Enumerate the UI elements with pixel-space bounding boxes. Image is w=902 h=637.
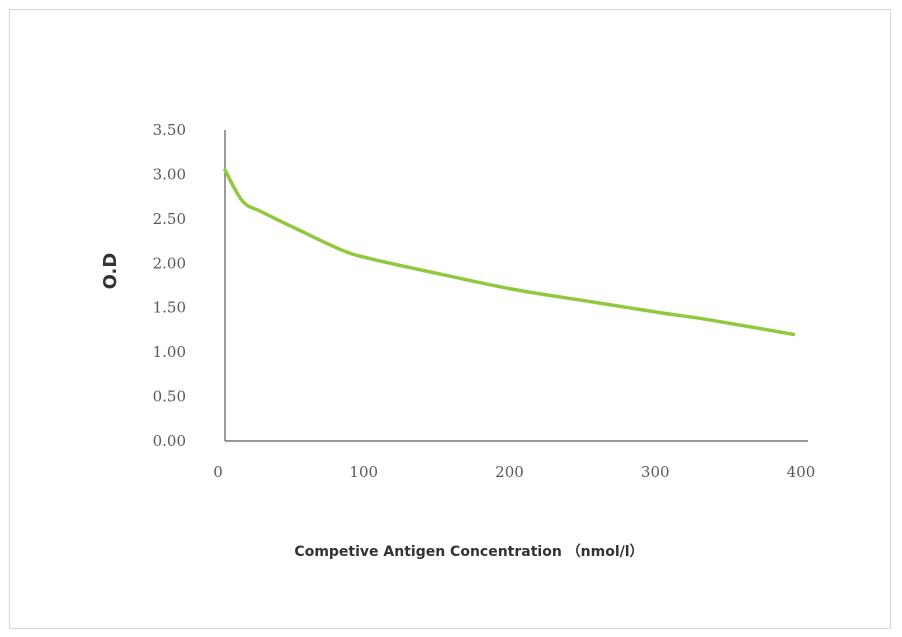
y-tick-label: 3.00 — [153, 165, 186, 183]
y-tick-label: 2.00 — [153, 254, 186, 272]
y-tick-label: 3.50 — [153, 121, 186, 139]
x-tick-label: 400 — [787, 463, 816, 481]
y-tick-labels: 0.00 0.50 1.00 1.50 2.00 2.50 3.00 3.50 — [153, 121, 186, 450]
x-axis-title: Competive Antigen Concentration （nmol/l） — [294, 544, 643, 560]
y-axis-title: O.D — [100, 253, 121, 290]
y-tick-label: 0.50 — [153, 388, 186, 406]
y-tick-label: 1.00 — [153, 343, 186, 361]
y-tick-label: 2.50 — [153, 210, 186, 228]
x-tick-label: 200 — [495, 463, 524, 481]
x-tick-label: 100 — [349, 463, 378, 481]
y-tick-label: 1.50 — [153, 299, 186, 317]
x-tick-labels: 0 100 200 300 400 — [213, 463, 815, 481]
x-tick-label: 0 — [213, 463, 223, 481]
chart-frame — [9, 9, 891, 629]
y-tick-label: 0.00 — [153, 432, 186, 450]
series-line — [223, 168, 796, 337]
x-tick-label: 300 — [641, 463, 670, 481]
